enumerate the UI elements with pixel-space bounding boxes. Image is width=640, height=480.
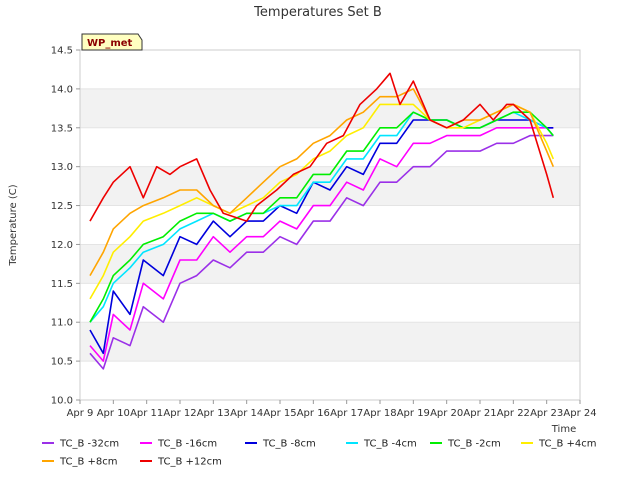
grid-band bbox=[80, 88, 580, 128]
x-tick-label: Apr 23 bbox=[530, 408, 563, 419]
y-axis-label: Temperature (C) bbox=[8, 184, 19, 266]
x-tick-label: Apr 16 bbox=[297, 408, 330, 419]
x-tick-label: Apr 19 bbox=[397, 408, 430, 419]
series-line-3 bbox=[89, 111, 554, 323]
x-axis-ticks: Apr 9 Apr 10 Apr 11 Apr 12 Apr 13 Apr 14 Apr 1… bbox=[67, 400, 597, 419]
y-tick-label: 11.0 bbox=[51, 318, 73, 329]
y-tick-label: 12.5 bbox=[51, 201, 73, 212]
background-bands bbox=[80, 49, 580, 401]
x-tick-label: Apr 10 bbox=[97, 408, 130, 419]
legend-label: TC_B -8cm bbox=[262, 439, 316, 450]
x-tick-label: Apr 20 bbox=[430, 408, 463, 419]
x-tick-label: Apr 14 bbox=[230, 408, 263, 419]
series-line-1 bbox=[89, 127, 554, 362]
legend: TC_B -32cm TC_B -16cm TC_B -8cm TC_B -4cm TC… bbox=[42, 439, 597, 468]
x-tick-label: Apr 15 bbox=[263, 408, 296, 419]
y-axis-ticks: 10.0 10.5 11.0 11.5 12.0 12.5 13.0 13.5 14.0 14.5 bbox=[51, 46, 80, 407]
badge-label: WP_met bbox=[87, 38, 133, 49]
legend-label: TC_B +4cm bbox=[538, 439, 597, 450]
x-tick-label: Apr 13 bbox=[197, 408, 230, 419]
legend-label: TC_B -32cm bbox=[59, 439, 119, 450]
y-tick-label: 14.5 bbox=[51, 46, 73, 57]
legend-label: TC_B +8cm bbox=[59, 457, 118, 468]
x-tick-label: Apr 11 bbox=[130, 408, 163, 419]
x-tick-label: Apr 9 bbox=[67, 408, 94, 419]
x-axis-label: Time bbox=[551, 424, 576, 435]
x-tick-label: Apr 17 bbox=[330, 408, 363, 419]
x-tick-label: Apr 18 bbox=[363, 408, 396, 419]
plot-frame bbox=[79, 49, 581, 401]
x-tick-label: Apr 12 bbox=[163, 408, 196, 419]
y-tick-label: 14.0 bbox=[51, 84, 73, 95]
legend-label: TC_B -2cm bbox=[447, 439, 501, 450]
y-tick-label: 10.0 bbox=[51, 396, 73, 407]
legend-label: TC_B +12cm bbox=[157, 457, 222, 468]
badge-shape bbox=[81, 33, 143, 51]
grid-band bbox=[80, 322, 580, 362]
y-tick-label: 10.5 bbox=[51, 357, 73, 368]
legend-label: TC_B -16cm bbox=[157, 439, 217, 450]
legend-label: TC_B -4cm bbox=[363, 439, 417, 450]
series-line-4 bbox=[89, 111, 554, 323]
series-line-7 bbox=[89, 72, 555, 222]
y-tick-label: 13.0 bbox=[51, 162, 73, 173]
series-line-0 bbox=[89, 134, 554, 370]
series-lines bbox=[89, 72, 555, 370]
grid-band bbox=[80, 244, 580, 284]
series-line-6 bbox=[89, 88, 555, 276]
y-tick-label: 11.5 bbox=[51, 279, 73, 290]
x-tick-label: Apr 22 bbox=[497, 408, 530, 419]
x-tick-label: Apr 24 bbox=[563, 408, 596, 419]
wp-met-badge: WP_met bbox=[81, 33, 143, 51]
y-tick-label: 13.5 bbox=[51, 123, 73, 134]
y-tick-label: 12.0 bbox=[51, 240, 73, 251]
x-tick-label: Apr 21 bbox=[463, 408, 496, 419]
chart-title: Temperatures Set B bbox=[253, 5, 382, 20]
